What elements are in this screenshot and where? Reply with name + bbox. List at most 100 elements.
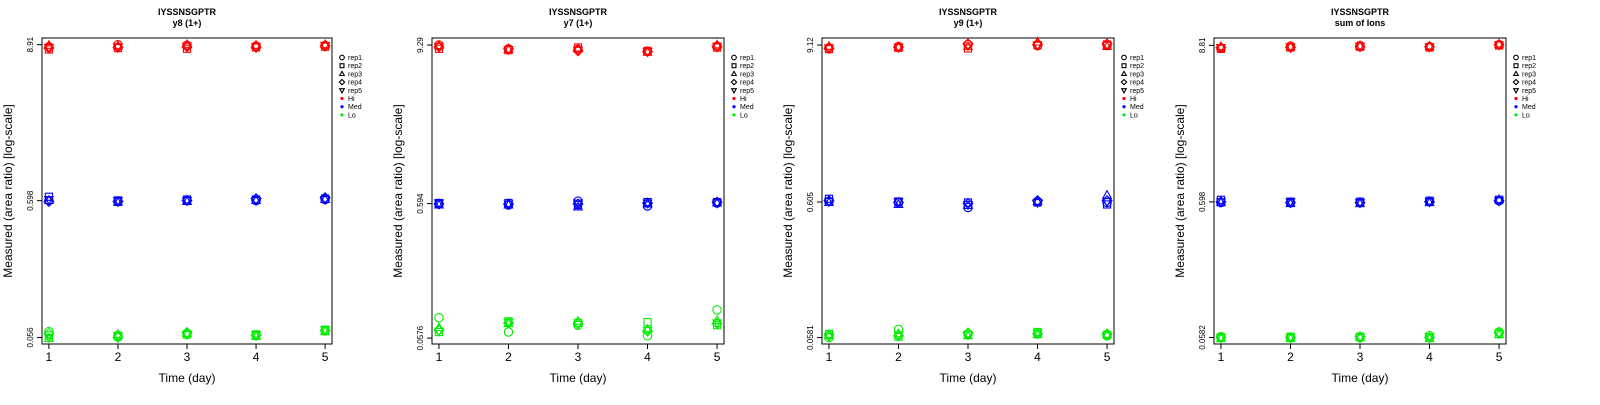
data-point-lo-day1-rep5 (1215, 334, 1227, 344)
legend-label-hi: Hi (740, 96, 747, 103)
legend-marker-rep4 (338, 78, 346, 86)
data-point-med-day4-rep5 (642, 199, 653, 209)
data-point-med-day1-rep5 (823, 198, 835, 208)
legend-label-lo: Lo (1130, 112, 1138, 119)
data-point-hi-day2-rep3 (893, 41, 904, 51)
data-point-med-day4-rep4 (1031, 194, 1044, 207)
data-point-hi-day3-rep5 (181, 42, 193, 52)
x-tick-label: 3 (575, 350, 582, 364)
data-point-lo-day1-rep5 (433, 327, 445, 337)
x-axis-label: Time (day) (1332, 371, 1389, 385)
data-point-med-day5-rep2 (1102, 200, 1112, 209)
x-tick-label: 2 (505, 350, 512, 364)
legend-label-rep4: rep4 (1130, 80, 1144, 87)
legend-marker-rep1 (1513, 54, 1519, 61)
data-point-hi-day4-rep5 (642, 48, 653, 58)
legend-label-lo: Lo (740, 112, 748, 119)
legend-marker-lo (1122, 113, 1126, 117)
data-point-med-day5-rep5 (1493, 197, 1505, 207)
data-point-lo-day2-rep5 (503, 318, 514, 328)
data-point-lo-day3-rep5 (572, 320, 584, 331)
x-tick-label: 4 (253, 350, 260, 364)
legend-marker-rep3 (730, 70, 738, 77)
legend-label-med: Med (1130, 104, 1144, 111)
x-tick-label: 4 (1034, 350, 1041, 364)
x-tick-label: 4 (644, 350, 651, 364)
legend-label-rep3: rep3 (740, 71, 754, 78)
legend-marker-rep5 (730, 88, 738, 94)
data-point-lo-day4-rep5 (1424, 333, 1435, 343)
data-point-med-day4-rep5 (1032, 199, 1043, 209)
data-point-hi-day5-rep3 (1493, 38, 1505, 48)
chart-subtitle: y7 (1+) (564, 18, 593, 28)
x-tick-label: 4 (1426, 350, 1433, 364)
data-point-lo-day5-rep5 (711, 319, 723, 329)
legend-label-rep1: rep1 (1130, 55, 1144, 62)
data-point-hi-day3-rep5 (1354, 42, 1366, 52)
legend-label-rep4: rep4 (740, 80, 754, 87)
legend-label-med: Med (740, 104, 754, 111)
legend-marker-rep2 (1121, 63, 1127, 69)
data-point-lo-day1-rep4 (823, 329, 835, 341)
legend-label-rep3: rep3 (1130, 71, 1144, 78)
legend-marker-hi (1514, 96, 1518, 101)
data-point-med-day5-rep5 (711, 199, 723, 209)
data-point-lo-day1-rep3 (823, 329, 835, 340)
legend-marker-med (1122, 105, 1126, 109)
legend-label-hi: Hi (1522, 96, 1529, 103)
data-point-lo-day4-rep5 (1032, 329, 1043, 339)
chart-subtitle: y9 (1+) (954, 18, 983, 28)
legend-marker-rep3 (338, 70, 346, 77)
data-point-hi-day4-rep5 (250, 43, 262, 53)
y-tick-label: 0.594 (416, 193, 425, 214)
data-point-hi-day1-rep5 (1215, 43, 1227, 54)
legend-label-rep1: rep1 (1522, 55, 1536, 62)
data-point-hi-day2-rep5 (1285, 43, 1296, 53)
legend-marker-hi (732, 96, 736, 101)
data-point-hi-day5-rep5 (1101, 41, 1113, 51)
data-point-hi-day5-rep5 (319, 41, 331, 52)
legend-marker-lo (340, 113, 344, 117)
data-point-hi-day1-rep5 (433, 42, 445, 53)
legend-marker-rep5 (1120, 88, 1128, 94)
data-point-lo-day1-rep1 (44, 326, 54, 337)
x-axis-label: Time (day) (550, 371, 607, 385)
data-point-hi-day3-rep3 (1354, 40, 1366, 50)
data-point-med-day3-rep5 (572, 199, 584, 209)
x-tick-label: 2 (895, 350, 902, 364)
legend-marker-med (1514, 105, 1518, 109)
x-tick-label: 5 (322, 350, 329, 364)
data-point-hi-day2-rep3 (503, 43, 514, 53)
legend-marker-rep4 (730, 78, 738, 86)
legend-label-rep1: rep1 (740, 55, 754, 62)
data-point-med-day4-rep5 (250, 196, 262, 207)
y-axis-label: Measured (area ratio) [log-scale] (781, 104, 795, 277)
legend-marker-rep2 (339, 63, 345, 69)
data-point-med-day4-rep5 (1424, 198, 1435, 208)
x-tick-label: 2 (115, 350, 122, 364)
legend-marker-rep1 (731, 54, 737, 61)
y-axis-label: Measured (area ratio) [log-scale] (391, 104, 405, 277)
plot-frame (821, 37, 1115, 345)
data-point-lo-day5-rep1 (712, 305, 722, 315)
data-point-lo-day4-rep5 (642, 326, 653, 337)
x-tick-label: 5 (1496, 350, 1503, 364)
data-point-lo-day5-rep5 (319, 326, 331, 336)
data-point-lo-day2-rep5 (112, 331, 124, 342)
legend-label-rep2: rep2 (1130, 63, 1144, 70)
legend-label-hi: Hi (1130, 96, 1137, 103)
data-point-lo-day2-rep4 (112, 331, 124, 344)
x-tick-label: 3 (184, 350, 191, 364)
data-point-lo-day1-rep1 (434, 312, 444, 323)
legend-marker-rep4 (1512, 78, 1520, 86)
legend-label-rep2: rep2 (1522, 63, 1536, 70)
y-tick-label: 9.29 (416, 37, 425, 53)
x-tick-label: 1 (46, 350, 53, 364)
